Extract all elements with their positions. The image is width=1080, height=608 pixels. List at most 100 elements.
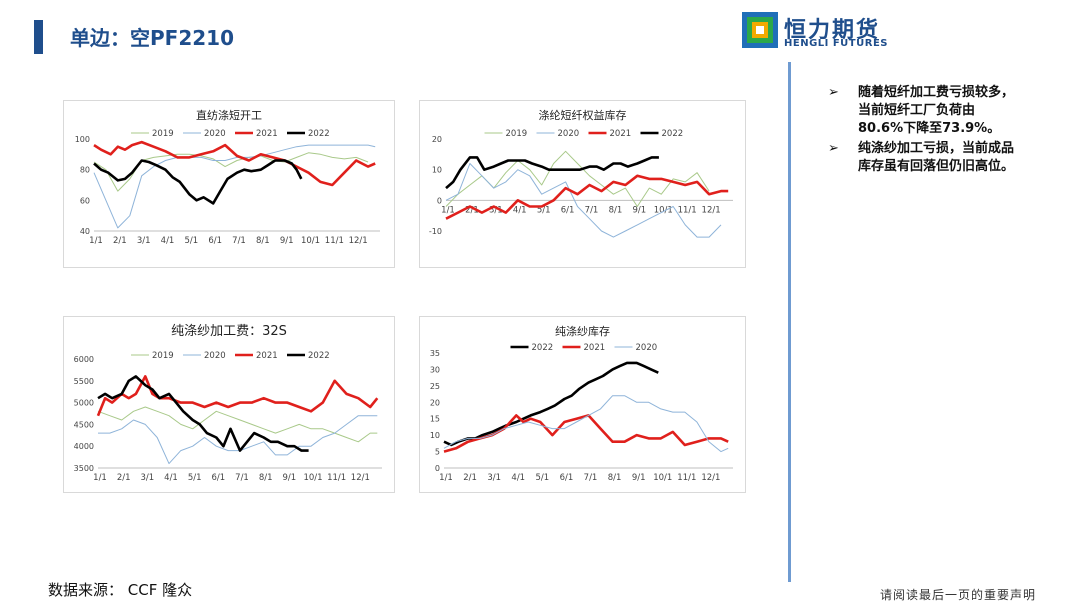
x-tick-label: 4/1 — [161, 236, 175, 246]
x-tick-label: 7/1 — [232, 236, 246, 246]
chart-title: 纯涤纱库存 — [555, 324, 610, 338]
x-tick-label: 3/1 — [140, 473, 154, 483]
divider-line — [788, 62, 791, 582]
legend-label: 2019 — [506, 129, 528, 139]
legend-label: 2021 — [584, 343, 606, 353]
x-tick-label: 10/1 — [654, 205, 673, 215]
y-tick-label: 20 — [430, 398, 440, 407]
chart-title: 纯涤纱加工费：32S — [171, 324, 287, 339]
chart-polyester-yarn-inventory: 纯涤纱库存 2022 2021 2020 0 5 10 15 20 25 30 35 1/1 2/1 3/1… — [419, 316, 746, 493]
x-tick-label: 5/1 — [535, 473, 549, 483]
title-accent-bar — [34, 20, 43, 54]
chart-title: 涤纶短纤权益库存 — [539, 108, 627, 122]
x-tick-label: 5/1 — [184, 236, 198, 246]
y-tick-label: 6000 — [74, 355, 94, 364]
series-line-2020 — [445, 163, 722, 238]
x-tick-label: 10/1 — [653, 473, 672, 483]
y-tick-label: 80 — [80, 166, 90, 175]
y-tick-label: 0 — [435, 464, 440, 473]
legend-label: 2019 — [152, 129, 174, 139]
x-tick-label: 12/1 — [702, 205, 721, 215]
x-tick-label: 2/1 — [117, 473, 131, 483]
data-source-note: 数据来源： CCF 隆众 — [48, 581, 193, 599]
x-tick-label: 12/1 — [351, 473, 370, 483]
x-tick-label: 6/1 — [560, 473, 574, 483]
legend-label: 2022 — [308, 129, 330, 139]
x-tick-label: 1/1 — [441, 205, 455, 215]
disclaimer-note: 请阅读最后一页的重要声明 — [880, 588, 1037, 602]
y-tick-label: 15 — [430, 415, 440, 424]
hengli-logo-icon — [742, 12, 778, 48]
legend-label: 2021 — [256, 351, 278, 361]
legend-label: 2021 — [610, 129, 632, 139]
x-tick-label: 3/1 — [487, 473, 501, 483]
legend-label: 2020 — [558, 129, 580, 139]
logo-text-cn: 恒力期货 — [784, 18, 881, 43]
legend-label: 2020 — [204, 129, 226, 139]
legend-label: 2022 — [308, 351, 330, 361]
x-tick-label: 12/1 — [701, 473, 720, 483]
legend-label: 2022 — [532, 343, 554, 353]
x-tick-label: 3/1 — [137, 236, 151, 246]
x-tick-label: 9/1 — [282, 473, 296, 483]
x-tick-label: 1/1 — [93, 473, 107, 483]
y-tick-label: -10 — [429, 227, 442, 236]
series-line-2022 — [97, 375, 309, 452]
x-tick-label: 10/1 — [303, 473, 322, 483]
series-line-2021 — [93, 140, 376, 187]
y-tick-label: 3500 — [74, 464, 94, 473]
y-tick-label: 35 — [430, 349, 440, 358]
logo-text-en: HENGLI FUTURES — [784, 38, 888, 49]
y-tick-label: 100 — [75, 135, 90, 144]
chart-svg: 涤纶短纤权益库存 2019 2020 2021 2022 -10 0 10 20 1/1 2/1 3/… — [429, 108, 733, 238]
x-tick-label: 7/1 — [584, 473, 598, 483]
legend-label: 2020 — [204, 351, 226, 361]
arrow-bullet-icon: ➢ — [828, 85, 839, 100]
legend-label: 2021 — [256, 129, 278, 139]
x-tick-label: 10/1 — [301, 236, 320, 246]
series-line-2020 — [443, 395, 729, 453]
x-tick-label: 6/1 — [211, 473, 225, 483]
series-line-2022 — [443, 361, 659, 447]
x-tick-label: 4/1 — [164, 473, 178, 483]
note-text: 纯涤纱加工亏损，当前成品库存虽有回落但仍旧高位。 — [858, 141, 1015, 174]
note-text: 随着短纤加工费亏损较多，当前短纤工厂负荷由80.6%下降至73.9%。 — [858, 85, 1015, 136]
chart-polyester-yarn-processing-fee: 纯涤纱加工费：32S 2019 2020 2021 2022 3500 4000 4500 50… — [63, 316, 395, 493]
x-tick-label: 11/1 — [677, 473, 696, 483]
y-tick-label: 20 — [432, 135, 442, 144]
legend-label: 2020 — [636, 343, 658, 353]
x-tick-label: 11/1 — [325, 236, 344, 246]
x-tick-label: 6/1 — [208, 236, 222, 246]
x-tick-label: 11/1 — [678, 205, 697, 215]
series-line-2020 — [98, 415, 378, 465]
x-tick-label: 1/1 — [439, 473, 453, 483]
x-tick-label: 1/1 — [89, 236, 103, 246]
legend-label: 2022 — [662, 129, 684, 139]
chart-title: 直纺涤短开工 — [196, 108, 262, 122]
arrow-bullet-icon: ➢ — [828, 141, 839, 156]
x-tick-label: 5/1 — [188, 473, 202, 483]
x-tick-label: 8/1 — [259, 473, 273, 483]
x-tick-label: 11/1 — [327, 473, 346, 483]
y-tick-label: 5000 — [74, 399, 94, 408]
y-tick-label: 0 — [437, 196, 442, 205]
x-tick-label: 7/1 — [585, 205, 599, 215]
x-tick-label: 6/1 — [561, 205, 575, 215]
x-tick-label: 8/1 — [608, 473, 622, 483]
legend-label: 2019 — [152, 351, 174, 361]
series-line-2019 — [97, 406, 378, 443]
y-tick-label: 4000 — [74, 442, 94, 451]
x-tick-label: 2/1 — [463, 473, 477, 483]
note-item: ➢ 随着短纤加工费亏损较多，当前短纤工厂负荷由80.6%下降至73.9%。 — [828, 84, 1018, 138]
x-tick-label: 12/1 — [349, 236, 368, 246]
x-tick-label: 9/1 — [632, 205, 646, 215]
y-tick-label: 5 — [435, 448, 440, 457]
y-tick-label: 4500 — [74, 420, 94, 429]
x-tick-label: 8/1 — [609, 205, 623, 215]
x-tick-label: 8/1 — [256, 236, 270, 246]
chart-svg: 直纺涤短开工 2019 2020 2021 2022 40 60 80 100 1/1 2/1 3/1… — [75, 108, 380, 246]
note-item: ➢ 纯涤纱加工亏损，当前成品库存虽有回落但仍旧高位。 — [828, 140, 1018, 176]
y-tick-label: 30 — [430, 365, 440, 374]
page-title: 单边：空PF2210 — [70, 26, 234, 50]
